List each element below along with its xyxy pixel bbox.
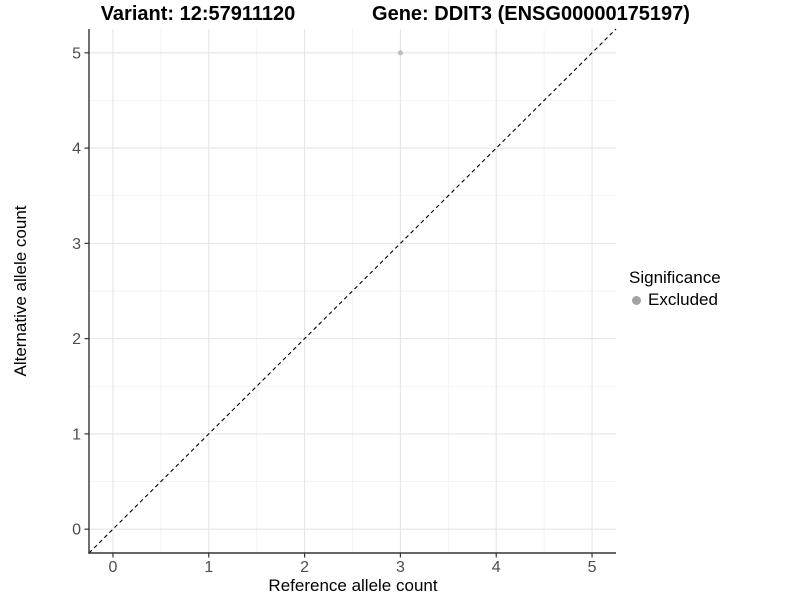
legend-entry-label: Excluded bbox=[648, 290, 718, 309]
y-axis-title: Alternative allele count bbox=[11, 205, 30, 377]
x-tick-label: 4 bbox=[492, 559, 501, 576]
y-tick-label: 2 bbox=[72, 331, 81, 348]
gene-title: Gene: DDIT3 (ENSG00000175197) bbox=[372, 3, 690, 25]
y-tick-label: 4 bbox=[72, 141, 81, 158]
identity-line bbox=[88, 28, 617, 554]
legend-entry-excluded: Excluded bbox=[629, 288, 721, 312]
legend-point-icon bbox=[632, 295, 641, 305]
x-tick-label: 0 bbox=[109, 559, 118, 576]
data-point bbox=[397, 50, 404, 56]
y-tick-label: 1 bbox=[72, 426, 81, 443]
x-tick-label: 5 bbox=[588, 559, 597, 576]
x-axis-title: Reference allele count bbox=[268, 576, 438, 595]
y-tick-label: 5 bbox=[72, 45, 81, 62]
variant-title: Variant: 12:57911120 bbox=[100, 3, 296, 25]
x-tick-label: 1 bbox=[204, 559, 213, 576]
legend-title: Significance bbox=[629, 268, 721, 287]
x-tick-label: 2 bbox=[300, 559, 309, 576]
y-tick-label: 3 bbox=[72, 236, 81, 253]
legend: Significance Excluded bbox=[629, 267, 721, 312]
x-tick-label: 3 bbox=[396, 559, 405, 576]
y-tick-label: 0 bbox=[72, 522, 81, 539]
